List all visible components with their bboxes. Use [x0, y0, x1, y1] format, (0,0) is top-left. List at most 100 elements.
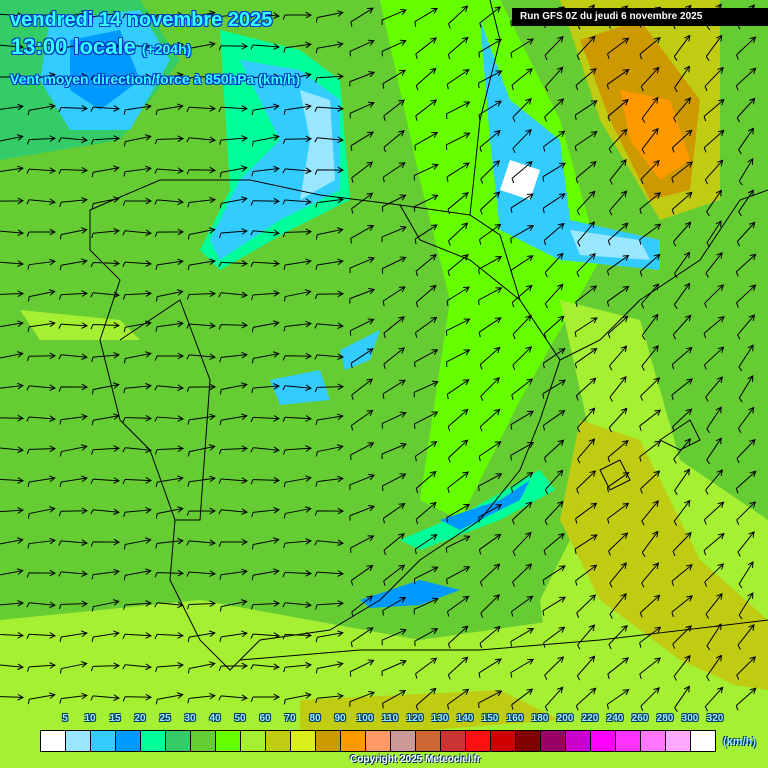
wind-arrow — [543, 626, 566, 648]
wind-arrow — [349, 691, 376, 707]
wind-arrow — [26, 415, 56, 422]
wind-arrow — [155, 103, 184, 116]
legend-label: 30 — [184, 713, 196, 724]
wind-arrow — [511, 68, 533, 91]
wind-arrow — [479, 408, 501, 432]
wind-arrow — [251, 320, 280, 333]
wind-arrow — [155, 475, 184, 488]
wind-arrow — [640, 377, 661, 401]
wind-arrow — [381, 225, 407, 242]
wind-arrow — [351, 192, 374, 214]
wind-arrow — [576, 35, 596, 61]
wind-arrow — [706, 220, 722, 248]
wind-arrow — [26, 569, 57, 578]
wind-arrow — [542, 162, 566, 182]
wind-arrow — [512, 97, 532, 123]
wind-arrow — [122, 12, 152, 19]
wind-arrow — [315, 661, 344, 674]
forecast-date: vendredi 14 novembre 2025 — [10, 9, 273, 31]
wind-arrow — [609, 158, 627, 185]
wind-arrow — [187, 692, 216, 704]
wind-arrow — [154, 569, 185, 578]
wind-arrow — [640, 66, 660, 92]
wind-arrow — [155, 537, 184, 549]
wind-arrow — [608, 128, 628, 154]
wind-arrow — [26, 228, 57, 237]
wind-arrow — [382, 596, 407, 616]
parameter-title: Vent moyen direction/force à 850hPa (km/… — [10, 71, 301, 87]
wind-arrow — [186, 136, 216, 144]
wind-arrow — [0, 165, 24, 173]
wind-arrow — [738, 127, 754, 155]
wind-arrow — [350, 131, 374, 151]
legend-swatch — [491, 731, 516, 751]
wind-arrow — [123, 351, 152, 364]
wind-arrow — [607, 37, 630, 59]
wind-arrow — [706, 189, 723, 217]
wind-arrow — [155, 662, 184, 672]
wind-arrow — [641, 500, 659, 526]
wind-arrow — [186, 600, 217, 610]
wind-arrow — [639, 37, 661, 60]
wind-arrow — [736, 284, 757, 308]
wind-arrow — [480, 594, 500, 618]
wind-arrow — [448, 439, 469, 463]
wind-arrow — [349, 318, 375, 336]
wind-arrow — [155, 289, 184, 302]
wind-arrow — [58, 539, 88, 546]
wind-arrow — [123, 568, 152, 581]
wind-arrow — [251, 134, 280, 147]
wind-arrow — [0, 446, 24, 454]
wind-arrow — [315, 413, 344, 425]
wind-arrow — [91, 165, 120, 178]
wind-arrow — [512, 531, 532, 557]
legend-swatch — [416, 731, 441, 751]
wind-arrow — [575, 564, 598, 586]
legend-label: 140 — [456, 713, 474, 724]
wind-arrow — [250, 12, 280, 20]
wind-arrow — [0, 600, 24, 607]
wind-arrow — [219, 568, 248, 580]
wind-arrow — [91, 599, 120, 612]
wind-arrow — [27, 72, 56, 85]
wind-arrow — [447, 625, 469, 649]
wind-arrow — [90, 477, 121, 484]
wind-arrow — [155, 258, 184, 270]
wind-arrow — [27, 320, 56, 332]
wind-arrow — [639, 409, 662, 431]
wind-arrow — [251, 537, 280, 550]
wind-arrow — [154, 167, 184, 174]
wind-arrow — [381, 628, 407, 646]
wind-arrow — [0, 477, 25, 484]
wind-arrow — [673, 499, 691, 526]
wind-arrow — [609, 345, 628, 371]
wind-arrow — [738, 344, 754, 372]
legend-swatch — [641, 731, 666, 751]
wind-arrow — [283, 41, 312, 53]
wind-arrow — [543, 532, 565, 556]
legend-label: 50 — [234, 713, 246, 724]
wind-arrow — [544, 500, 564, 526]
wind-arrow — [576, 594, 597, 618]
wind-arrow — [706, 437, 722, 465]
wind-arrow — [511, 160, 533, 184]
wind-arrow — [446, 566, 471, 585]
wind-arrow — [735, 67, 757, 91]
wind-arrow — [735, 687, 757, 711]
legend-swatch — [241, 731, 266, 751]
wind-arrow — [155, 72, 184, 85]
wind-arrow — [90, 74, 120, 82]
wind-arrow — [154, 135, 185, 145]
wind-arrow — [314, 73, 345, 83]
wind-arrow — [59, 72, 88, 84]
wind-arrow — [606, 471, 630, 493]
wind-arrow — [542, 409, 566, 431]
wind-arrow — [448, 222, 469, 246]
legend-swatch — [566, 731, 591, 751]
wind-arrow — [671, 346, 693, 370]
legend-swatch — [366, 731, 391, 751]
wind-arrow — [607, 315, 629, 339]
wind-arrow — [737, 531, 755, 557]
wind-arrow — [350, 442, 375, 461]
